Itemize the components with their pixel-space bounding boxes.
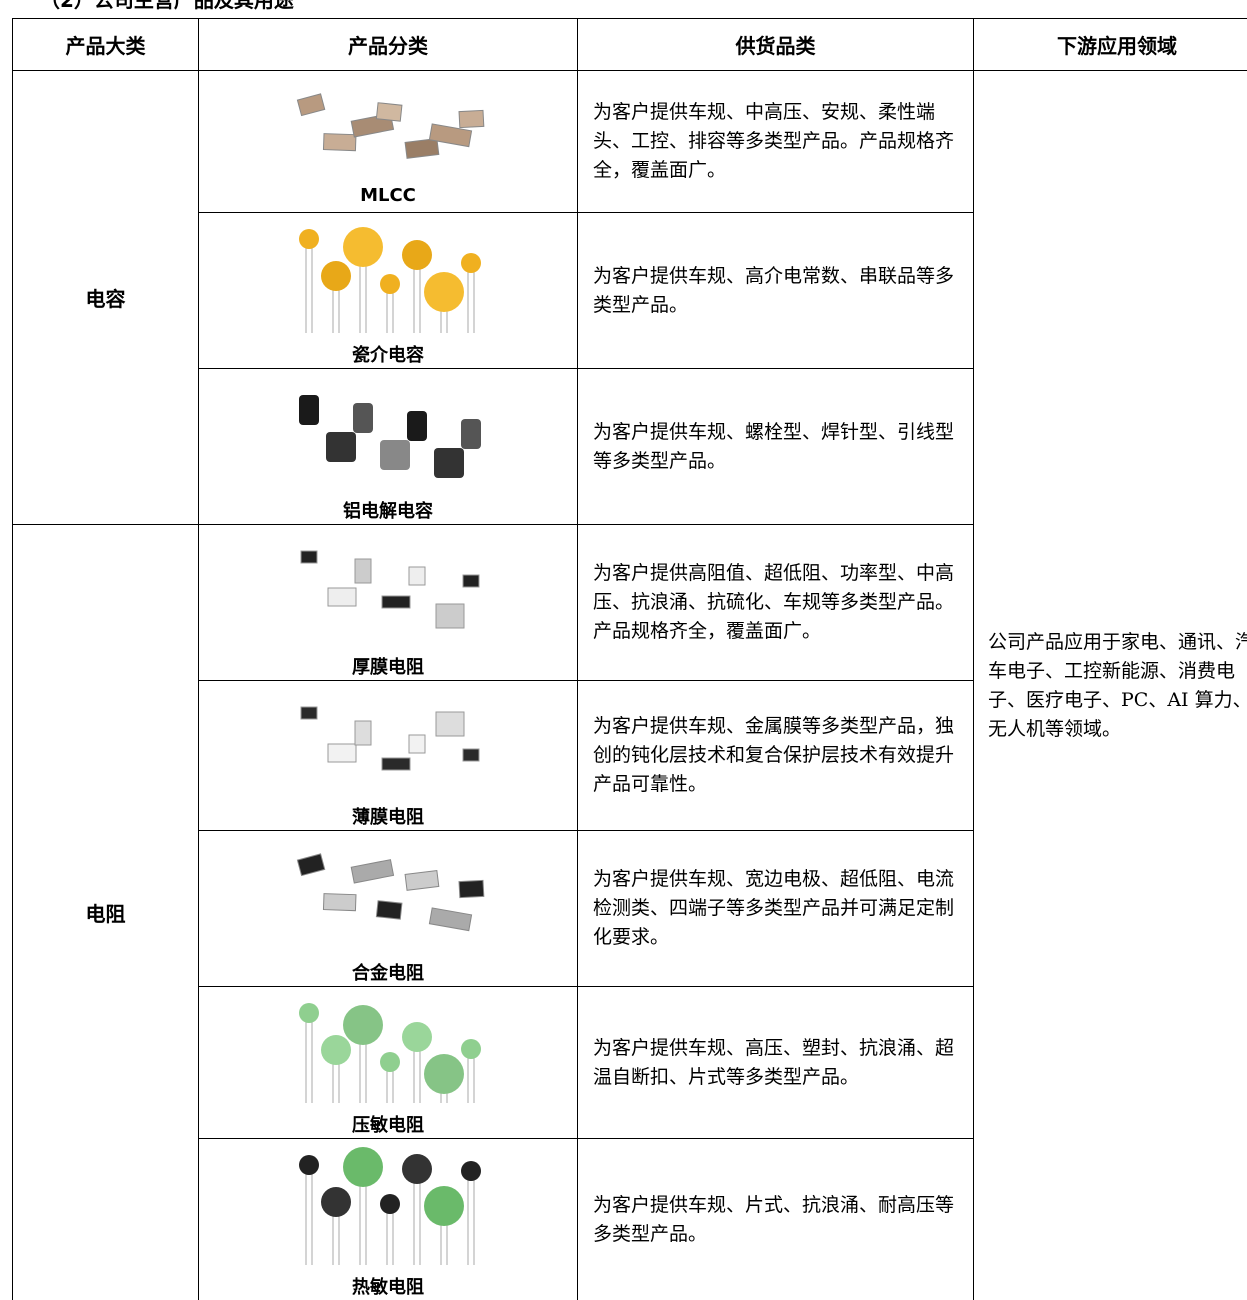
product-image <box>300 550 480 629</box>
product-image <box>299 227 481 333</box>
product-name: 薄膜电阻 <box>352 807 424 828</box>
column-header-text: 下游应用领域 <box>1057 34 1177 58</box>
product-cell: 薄膜电阻 <box>198 680 577 830</box>
description-cell: 为客户提供车规、金属膜等多类型产品，独创的钝化层技术和复合保护层技术有效提升产品… <box>577 680 973 830</box>
product-cell: 厚膜电阻 <box>198 524 577 680</box>
description-cell: 为客户提供车规、高压、塑封、抗浪涌、超温自断扣、片式等多类型产品。 <box>577 986 973 1138</box>
column-header: 产品大类 <box>12 18 198 70</box>
product-cell: 热敏电阻 <box>198 1138 577 1300</box>
column-header: 下游应用领域 <box>973 18 1247 70</box>
description-cell-text: 为客户提供车规、中高压、安规、柔性端头、工控、排容等多类型产品。产品规格齐全，覆… <box>593 101 955 181</box>
column-header: 供货品类 <box>577 18 973 70</box>
category-cell-text: 电容 <box>85 287 126 311</box>
product-name: 厚膜电阻 <box>352 657 424 678</box>
product-image <box>296 93 485 159</box>
section-heading: （2）公司主营产品及其用途 <box>40 0 294 12</box>
column-header-text: 产品大类 <box>65 34 146 58</box>
category-cell: 电阻 <box>12 524 198 1300</box>
column-header: 产品分类 <box>198 18 577 70</box>
product-name: 瓷介电容 <box>352 345 424 366</box>
application-cell: 公司产品应用于家电、通讯、汽车电子、工控新能源、消费电子、医疗电子、PC、AI … <box>973 70 1247 1300</box>
product-cell: 瓷介电容 <box>198 212 577 368</box>
description-cell: 为客户提供高阻值、超低阻、功率型、中高压、抗浪涌、抗硫化、车规等多类型产品。产品… <box>577 524 973 680</box>
product-cell: 合金电阻 <box>198 830 577 986</box>
product-cell: MLCC <box>198 70 577 212</box>
description-cell-text: 为客户提供车规、高压、塑封、抗浪涌、超温自断扣、片式等多类型产品。 <box>593 1036 955 1088</box>
product-image <box>296 853 485 932</box>
description-cell: 为客户提供车规、中高压、安规、柔性端头、工控、排容等多类型产品。产品规格齐全，覆… <box>577 70 973 212</box>
description-cell: 为客户提供车规、螺栓型、焊针型、引线型等多类型产品。 <box>577 368 973 524</box>
product-cell: 铝电解电容 <box>198 368 577 524</box>
category-cell: 电容 <box>12 70 198 524</box>
product-name: 压敏电阻 <box>352 1115 424 1136</box>
product-name: 热敏电阻 <box>352 1277 424 1298</box>
product-name: 合金电阻 <box>352 963 424 984</box>
product-name: MLCC <box>360 185 416 206</box>
description-cell: 为客户提供车规、宽边电极、超低阻、电流检测类、四端子等多类型产品并可满足定制化要… <box>577 830 973 986</box>
description-cell: 为客户提供车规、片式、抗浪涌、耐高压等多类型产品。 <box>577 1138 973 1300</box>
column-header-text: 供货品类 <box>735 34 816 58</box>
description-cell-text: 为客户提供高阻值、超低阻、功率型、中高压、抗浪涌、抗硫化、车规等多类型产品。产品… <box>593 562 955 642</box>
description-cell-text: 为客户提供车规、片式、抗浪涌、耐高压等多类型产品。 <box>593 1193 955 1245</box>
product-cell: 压敏电阻 <box>198 986 577 1138</box>
description-cell-text: 为客户提供车规、高介电常数、串联品等多类型产品。 <box>593 264 955 316</box>
product-image <box>299 1003 481 1103</box>
product-image <box>300 706 480 771</box>
description-cell-text: 为客户提供车规、宽边电极、超低阻、电流检测类、四端子等多类型产品并可满足定制化要… <box>593 868 955 948</box>
category-cell-text: 电阻 <box>85 902 126 926</box>
product-image <box>299 395 481 478</box>
description-cell-text: 为客户提供车规、螺栓型、焊针型、引线型等多类型产品。 <box>593 420 955 472</box>
description-cell-text: 为客户提供车规、金属膜等多类型产品，独创的钝化层技术和复合保护层技术有效提升产品… <box>593 715 955 795</box>
product-name: 铝电解电容 <box>343 501 433 522</box>
description-cell: 为客户提供车规、高介电常数、串联品等多类型产品。 <box>577 212 973 368</box>
application-cell-text: 公司产品应用于家电、通讯、汽车电子、工控新能源、消费电子、医疗电子、PC、AI … <box>988 630 1247 740</box>
product-image <box>299 1147 481 1265</box>
column-header-text: 产品分类 <box>348 34 428 58</box>
